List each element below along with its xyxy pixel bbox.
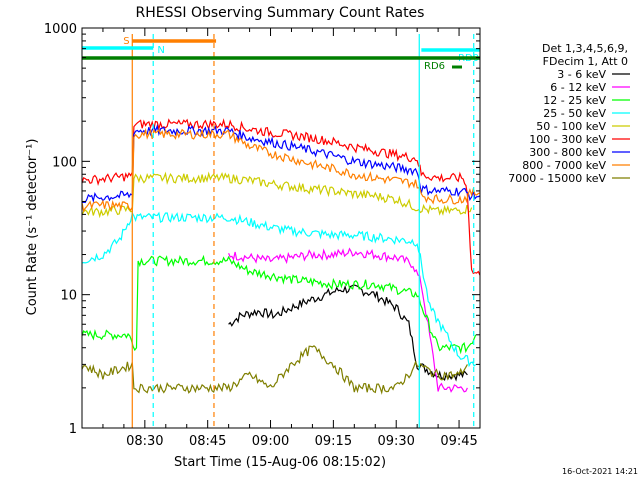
series-line-4 — [82, 171, 473, 219]
series-line-7 — [82, 127, 480, 213]
x-tick-label-5: 09:45 — [440, 434, 477, 449]
series-line-0 — [228, 284, 468, 382]
legend-header-0: Det 1,3,4,5,6,9, — [542, 42, 628, 55]
series-line-1 — [228, 247, 468, 393]
series-line-2 — [82, 254, 477, 355]
series-line-3 — [82, 211, 477, 368]
x-tick-label-1: 08:45 — [189, 434, 226, 449]
legend-entry-3: 25 - 50 keV — [543, 107, 606, 120]
timestamp-label: 16-Oct-2021 14:21 — [562, 467, 638, 476]
x-tick-label-2: 09:00 — [252, 434, 289, 449]
series-line-8 — [82, 345, 468, 395]
chart-title: RHESSI Observing Summary Count Rates — [136, 5, 425, 21]
flag-label-3: RD6 — [424, 61, 445, 72]
y-tick-label-2: 100 — [52, 155, 77, 170]
y-tick-label-1: 10 — [60, 289, 77, 304]
y-tick-label-3: 1000 — [44, 22, 77, 37]
legend-entry-4: 50 - 100 keV — [536, 120, 606, 133]
y-axis-label: Count Rate (s⁻¹ detector⁻¹) — [25, 139, 40, 316]
legend-entry-8: 7000 - 15000 keV — [508, 172, 606, 185]
flag-label-1: N — [157, 45, 164, 56]
legend-entry-0: 3 - 6 keV — [557, 68, 606, 81]
legend-header-1: FDecim 1, Att 0 — [543, 55, 628, 68]
x-tick-label-0: 08:30 — [126, 434, 163, 449]
y-tick-label-0: 1 — [69, 422, 77, 437]
legend-entry-1: 6 - 12 keV — [550, 81, 606, 94]
x-tick-label-3: 09:15 — [315, 434, 352, 449]
x-tick-label-4: 09:30 — [377, 434, 414, 449]
x-axis-label: Start Time (15-Aug-06 08:15:02) — [174, 455, 386, 470]
plot-frame — [81, 27, 481, 429]
legend-entry-6: 300 - 800 keV — [529, 146, 606, 159]
legend-entry-7: 800 - 7000 keV — [522, 159, 606, 172]
legend-entry-5: 100 - 300 keV — [529, 133, 606, 146]
series-line-5 — [82, 118, 480, 276]
series-line-6 — [82, 123, 480, 204]
legend-entry-2: 12 - 25 keV — [543, 94, 606, 107]
flag-label-0: S — [123, 36, 129, 47]
